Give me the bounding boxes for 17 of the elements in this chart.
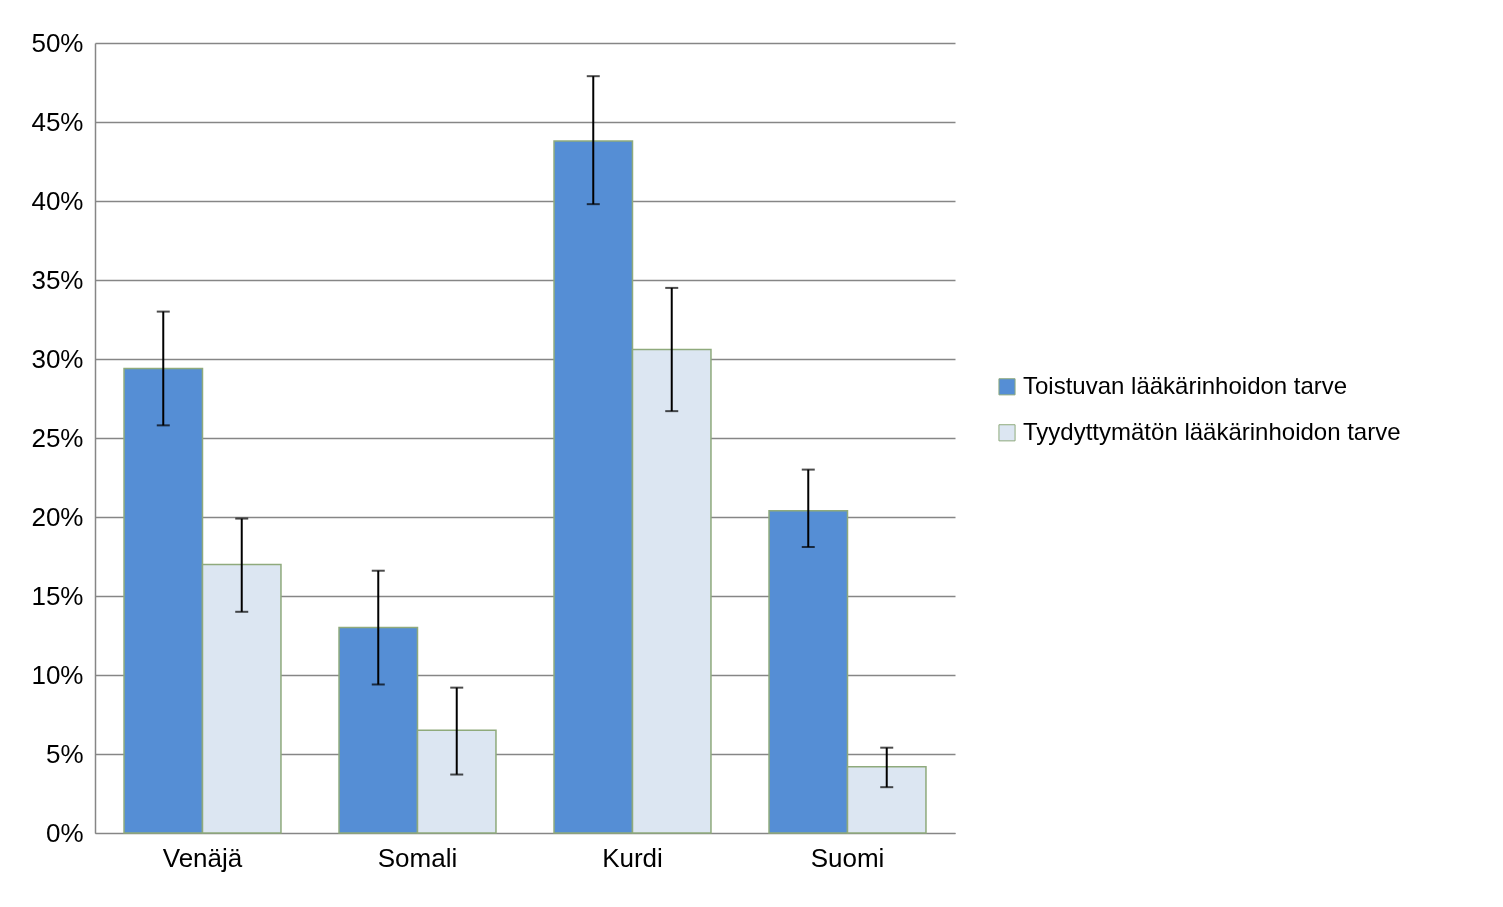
y-tick-label: 25% — [31, 422, 84, 453]
x-tick-label: Suomi — [810, 842, 885, 873]
x-tick-label: Kurdi — [602, 842, 663, 873]
x-tick-label: Somali — [377, 842, 458, 873]
y-tick-label: 50% — [31, 27, 84, 58]
y-tick-label: 20% — [31, 501, 84, 532]
legend-label: Tyydyttymätön lääkärinhoidon tarve — [1023, 417, 1401, 445]
y-tick-label: 15% — [31, 580, 84, 611]
y-tick-label: 0% — [45, 817, 84, 848]
y-tick-label: 5% — [45, 738, 84, 769]
y-tick-label: 35% — [31, 264, 84, 295]
y-tick-label: 40% — [31, 185, 84, 216]
y-tick-label: 10% — [31, 659, 84, 690]
y-tick-label: 30% — [31, 343, 84, 374]
y-tick-label: 45% — [31, 106, 84, 137]
legend-label: Toistuvan lääkärinhoidon tarve — [1023, 371, 1348, 399]
x-tick-label: Venäjä — [162, 842, 243, 873]
